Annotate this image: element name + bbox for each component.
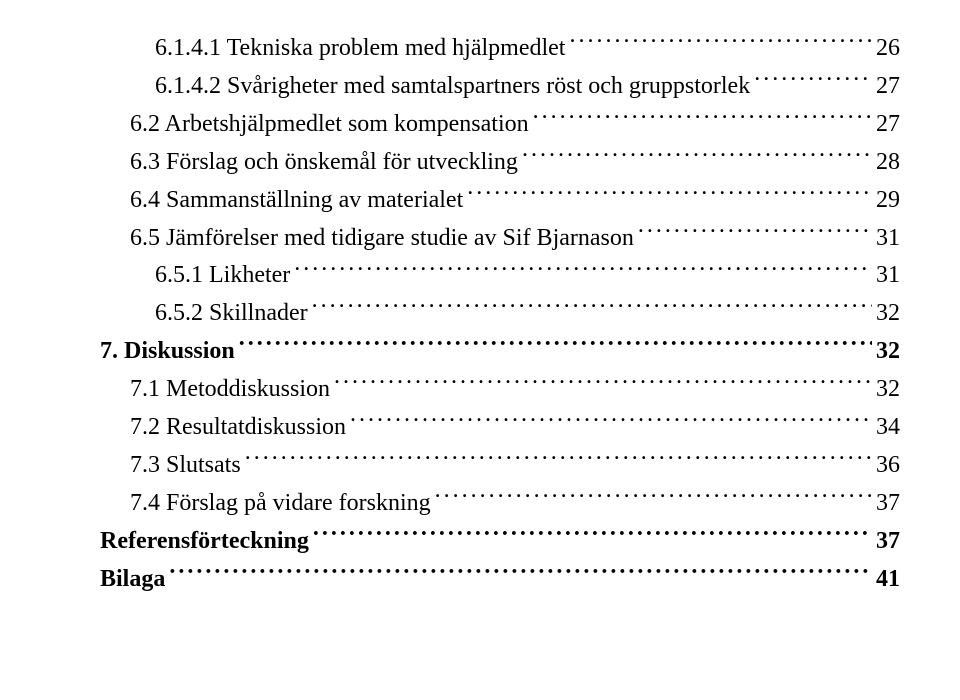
toc-entry-page: 34 — [876, 409, 900, 447]
toc-leader-dots — [533, 107, 872, 131]
toc-entry: 7. Diskussion 32 — [100, 333, 900, 371]
toc-entry: 7.3 Slutsats 36 — [100, 447, 900, 485]
toc-entry-page: 37 — [876, 523, 900, 561]
toc-entry-page: 31 — [876, 257, 900, 295]
toc-entry: 6.5.1 Likheter 31 — [100, 257, 900, 295]
toc-entry-label: 7.1 Metoddiskussion — [130, 371, 330, 409]
toc-entry-label: 6.5 Jämförelser med tidigare studie av S… — [130, 220, 634, 258]
toc-entry-page: 26 — [876, 30, 900, 68]
toc-entry-label: 7. Diskussion — [100, 333, 235, 371]
toc-entry-page: 37 — [876, 485, 900, 523]
toc-entry-page: 27 — [876, 68, 900, 106]
toc-entry: 6.1.4.2 Svårigheter med samtalspartners … — [100, 68, 900, 106]
toc-entry: 6.1.4.1 Tekniska problem med hjälpmedlet… — [100, 30, 900, 68]
toc-entry-page: 29 — [876, 182, 900, 220]
toc-entry-label: 6.5.1 Likheter — [155, 257, 290, 295]
toc-entry-page: 32 — [876, 371, 900, 409]
toc-leader-dots — [754, 69, 872, 93]
toc-entry-page: 32 — [876, 333, 900, 371]
toc-entry-label: 6.1.4.2 Svårigheter med samtalspartners … — [155, 68, 750, 106]
toc-leader-dots — [522, 145, 872, 169]
toc-entry-page: 41 — [876, 561, 900, 599]
toc-entry: Bilaga 41 — [100, 561, 900, 599]
toc-leader-dots — [239, 334, 872, 358]
toc-page: 6.1.4.1 Tekniska problem med hjälpmedlet… — [0, 0, 960, 700]
toc-leader-dots — [313, 524, 872, 548]
toc-entry-label: 7.2 Resultatdiskussion — [130, 409, 346, 447]
toc-leader-dots — [569, 31, 872, 55]
toc-entry-page: 36 — [876, 447, 900, 485]
toc-entry-label: 6.2 Arbetshjälpmedlet som kompensation — [130, 106, 529, 144]
toc-entry-label: 6.1.4.1 Tekniska problem med hjälpmedlet — [155, 30, 565, 68]
toc-leader-dots — [294, 258, 872, 282]
toc-entry-label: 6.4 Sammanställning av materialet — [130, 182, 463, 220]
toc-entry: 6.3 Förslag och önskemål för utveckling 2… — [100, 144, 900, 182]
toc-entry-label: Bilaga — [100, 561, 165, 599]
toc-leader-dots — [350, 410, 872, 434]
toc-entry-label: 6.3 Förslag och önskemål för utveckling — [130, 144, 518, 182]
toc-entry-label: 6.5.2 Skillnader — [155, 295, 308, 333]
toc-entry-page: 28 — [876, 144, 900, 182]
toc-entry-page: 27 — [876, 106, 900, 144]
toc-leader-dots — [334, 372, 872, 396]
toc-entry: Referensförteckning 37 — [100, 523, 900, 561]
toc-entry: 6.2 Arbetshjälpmedlet som kompensation 27 — [100, 106, 900, 144]
toc-leader-dots — [312, 296, 872, 320]
toc-entry-label: Referensförteckning — [100, 523, 309, 561]
toc-entry-label: 7.3 Slutsats — [130, 447, 241, 485]
toc-leader-dots — [169, 562, 872, 586]
toc-entry: 7.4 Förslag på vidare forskning 37 — [100, 485, 900, 523]
toc-entry-label: 7.4 Förslag på vidare forskning — [130, 485, 431, 523]
toc-leader-dots — [435, 486, 872, 510]
toc-entry: 6.5 Jämförelser med tidigare studie av S… — [100, 220, 900, 258]
toc-leader-dots — [245, 448, 872, 472]
toc-entry-page: 31 — [876, 220, 900, 258]
toc-leader-dots — [467, 183, 872, 207]
toc-leader-dots — [638, 221, 872, 245]
toc-entry-page: 32 — [876, 295, 900, 333]
toc-entry: 7.1 Metoddiskussion 32 — [100, 371, 900, 409]
toc-entry: 6.4 Sammanställning av materialet 29 — [100, 182, 900, 220]
toc-entry: 6.5.2 Skillnader 32 — [100, 295, 900, 333]
toc-entry: 7.2 Resultatdiskussion 34 — [100, 409, 900, 447]
